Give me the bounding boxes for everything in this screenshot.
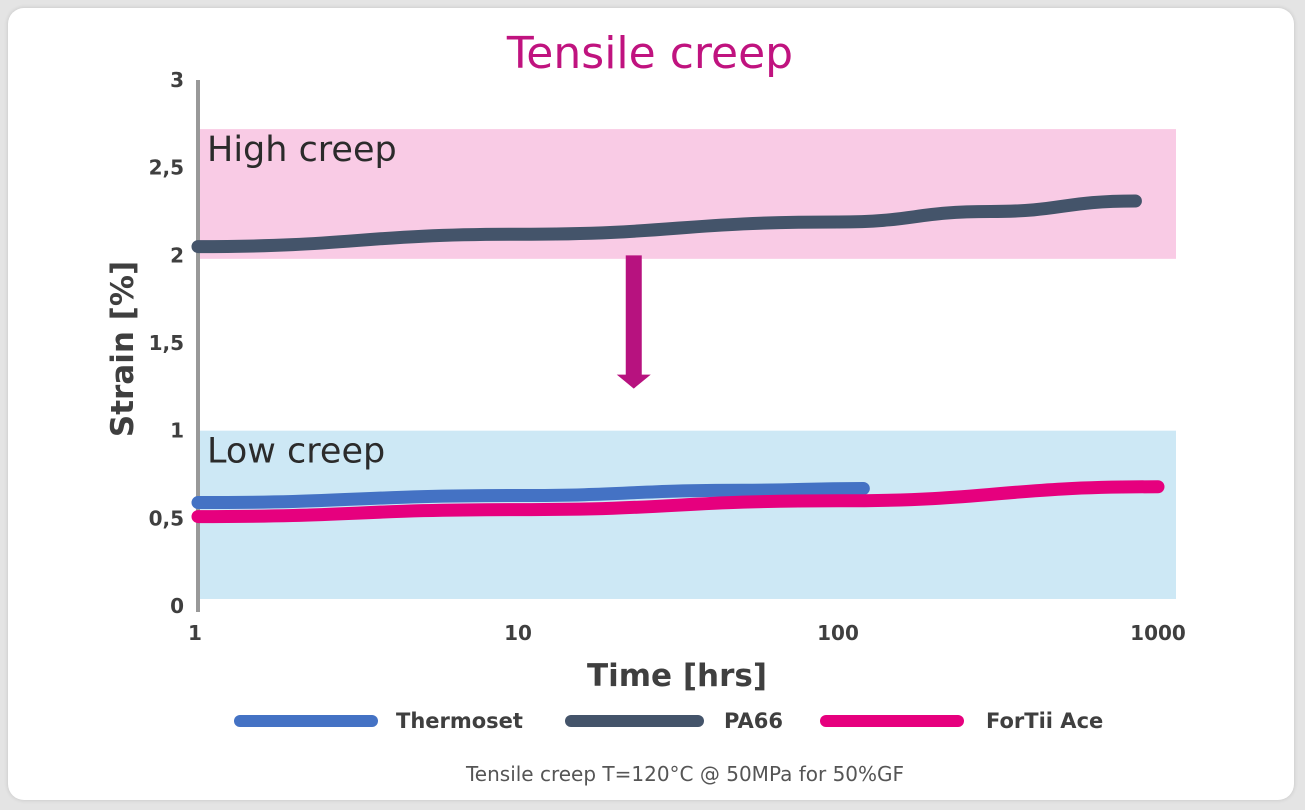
x-tick-label: 100 bbox=[817, 621, 859, 645]
chart-title: Tensile creep bbox=[506, 28, 793, 79]
y-tick-label: 3 bbox=[170, 68, 184, 92]
y-tick-label: 1,5 bbox=[149, 331, 184, 355]
x-axis-title: Time [hrs] bbox=[587, 658, 767, 694]
thermoset-line bbox=[191, 482, 870, 510]
legend: Thermoset PA66 ForTii Ace bbox=[234, 709, 1103, 733]
high-creep-label: High creep bbox=[207, 130, 397, 170]
legend-label-thermoset: Thermoset bbox=[396, 709, 523, 733]
test-conditions-note: Tensile creep T=120°C @ 50MPa for 50%GF bbox=[465, 762, 904, 786]
fortii-ace-line bbox=[191, 480, 1165, 524]
x-tick-label: 1 bbox=[188, 621, 202, 645]
y-tick-label: 0 bbox=[170, 594, 184, 618]
y-tick-label: 2 bbox=[170, 243, 184, 267]
legend-label-pa66: PA66 bbox=[724, 709, 783, 733]
y-axis-title: Strain [%] bbox=[105, 261, 141, 437]
pa66-line bbox=[191, 194, 1142, 254]
creep-chart: High creep Low creep 0 0,5 1 1,5 2 2,5 3 1 10 100 1… bbox=[105, 28, 1186, 786]
y-tick-label: 1 bbox=[170, 419, 184, 443]
creep-reduction-arrow bbox=[616, 255, 651, 389]
y-tick-label: 2,5 bbox=[149, 156, 184, 180]
y-tick-label: 0,5 bbox=[149, 506, 184, 530]
x-tick-label: 1000 bbox=[1130, 621, 1186, 645]
low-creep-label: Low creep bbox=[207, 432, 385, 472]
legend-label-fortii-ace: ForTii Ace bbox=[986, 709, 1103, 733]
x-tick-label: 10 bbox=[504, 621, 532, 645]
chart-card: High creep Low creep 0 0,5 1 1,5 2 2,5 3 1 10 100 1… bbox=[8, 8, 1294, 800]
